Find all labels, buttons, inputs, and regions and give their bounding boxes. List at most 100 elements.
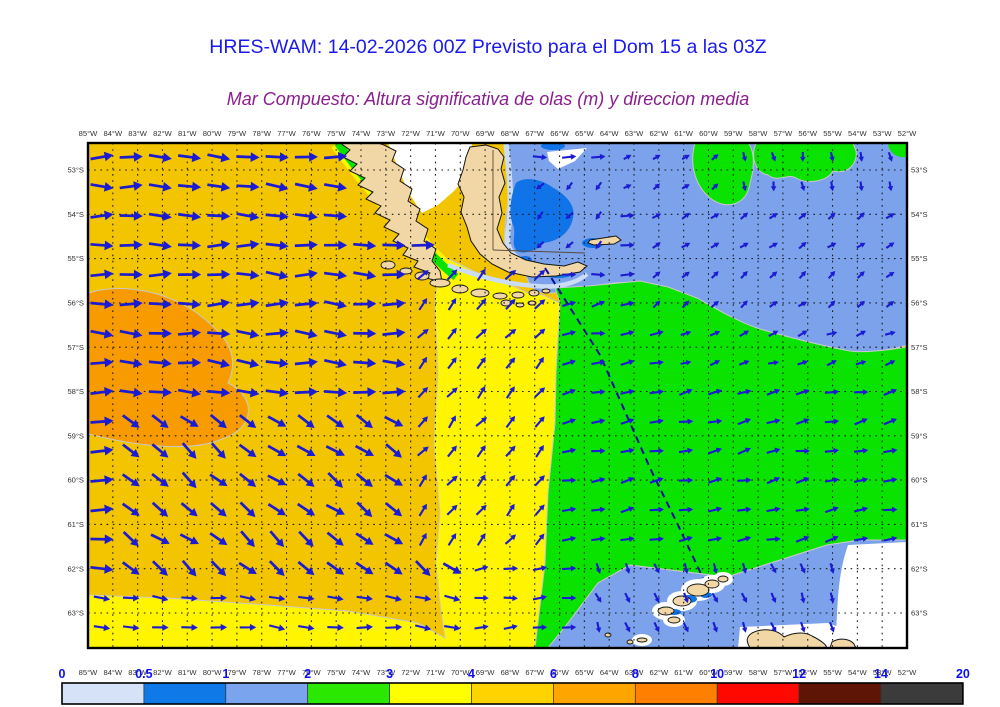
wave-arrow — [649, 330, 664, 337]
wave-arrow — [90, 534, 114, 545]
lon-label-top: 62°W — [649, 129, 668, 138]
colorbar-value: 3 — [386, 667, 393, 681]
sea-region-blue-0.5-1m-bay — [510, 179, 574, 253]
wave-arrow — [620, 300, 635, 307]
wave-arrow — [708, 477, 722, 484]
colorbar-segment — [143, 682, 227, 705]
wave-arrow — [766, 476, 781, 485]
wave-arrow — [294, 387, 318, 397]
wave-arrow — [122, 594, 140, 602]
wave-arrow — [854, 506, 869, 513]
lon-label-top: 55°W — [823, 129, 842, 138]
lat-label-left: 61°S — [67, 520, 84, 529]
wave-arrow — [151, 473, 169, 487]
wave-arrow — [148, 328, 172, 339]
lon-label-top: 67°W — [525, 129, 544, 138]
wave-arrow — [766, 536, 781, 543]
wave-arrow — [795, 535, 810, 543]
map-frame — [86, 141, 909, 650]
wave-arrow — [268, 560, 285, 577]
wave-arrow — [267, 415, 287, 427]
wave-arrow — [209, 532, 228, 546]
wave-arrow — [562, 359, 577, 366]
wave-arrow — [649, 359, 664, 366]
wave-arrow — [323, 151, 348, 162]
wave-arrow — [209, 473, 228, 487]
wave-arrow — [620, 359, 635, 366]
wave-arrow — [829, 151, 835, 162]
colorbar-legend: 0 0.5 1 2 3 4 6 8 10 12 14 20 — [59, 667, 970, 705]
lat-label-left: 63°S — [67, 609, 84, 618]
wave-arrow — [652, 154, 661, 161]
wave-arrow — [681, 300, 690, 309]
wave-arrow — [181, 471, 197, 489]
wave-arrow — [595, 621, 602, 633]
lon-label-top: 63°W — [625, 129, 644, 138]
wave-arrow — [294, 182, 318, 192]
wave-arrow — [323, 387, 348, 398]
wave-arrow — [239, 472, 257, 487]
wave-arrow — [122, 443, 140, 458]
wave-arrow — [177, 299, 202, 310]
wave-arrow — [504, 328, 517, 339]
wave-arrow — [858, 151, 864, 162]
wave-arrow — [561, 447, 577, 454]
wave-arrow — [503, 624, 518, 630]
wave-arrow — [475, 504, 487, 516]
wave-arrow — [181, 559, 197, 577]
wave-arrow — [90, 269, 114, 280]
wave-arrow — [532, 565, 547, 572]
lon-label-top: 57°W — [774, 129, 793, 138]
wave-arrow — [177, 387, 201, 398]
wave-arrow — [418, 532, 427, 546]
lon-label-bottom: 80°W — [203, 668, 222, 677]
wave-arrow — [595, 211, 603, 220]
wave-arrow — [770, 151, 777, 162]
wave-arrow — [297, 560, 315, 576]
wave-arrow — [207, 211, 231, 221]
wave-arrow — [296, 444, 316, 457]
lon-label-top: 53°W — [873, 129, 892, 138]
wave-arrow — [181, 594, 198, 602]
wave-arrow — [90, 357, 114, 368]
wave-arrow — [824, 506, 839, 514]
wave-arrow — [209, 413, 227, 429]
colorbar-segment — [471, 682, 554, 705]
wave-arrow — [561, 535, 577, 542]
lon-label-top: 80°W — [203, 129, 222, 138]
wave-arrow — [800, 592, 806, 604]
lon-label-top: 71°W — [426, 129, 445, 138]
wave-arrow — [181, 442, 197, 459]
wave-arrow — [620, 388, 635, 395]
wave-arrow — [710, 213, 720, 220]
wave-arrow — [177, 328, 202, 338]
wave-arrow — [236, 358, 260, 369]
wave-arrow — [353, 270, 377, 280]
wave-arrow — [268, 624, 286, 632]
wave-arrow — [90, 182, 114, 192]
lon-label-bottom: 66°W — [550, 668, 569, 677]
lon-label-bottom: 63°W — [625, 668, 644, 677]
wave-arrow — [681, 154, 690, 161]
wave-arrow — [119, 387, 143, 398]
colorbar-segment — [307, 682, 390, 705]
wave-arrow — [265, 152, 289, 162]
wave-arrow — [294, 329, 318, 339]
colorbar-segment — [389, 682, 472, 705]
wave-arrow — [177, 152, 202, 163]
wave-arrow — [711, 592, 718, 603]
wave-arrow — [384, 473, 403, 486]
wave-arrow — [447, 415, 456, 429]
sea-region-blue-patch — [541, 143, 565, 150]
wave-arrow — [800, 181, 806, 192]
wave-arrow — [294, 298, 318, 309]
lat-label-right: 57°S — [911, 343, 928, 352]
wave-arrow — [207, 328, 231, 339]
colorbar-segment — [798, 682, 882, 705]
wave-arrow — [740, 270, 748, 279]
wave-arrow — [90, 416, 114, 427]
wave-arrow — [207, 298, 231, 309]
wave-arrow — [562, 594, 577, 602]
wave-arrow — [561, 506, 577, 513]
wave-arrow — [825, 535, 839, 543]
